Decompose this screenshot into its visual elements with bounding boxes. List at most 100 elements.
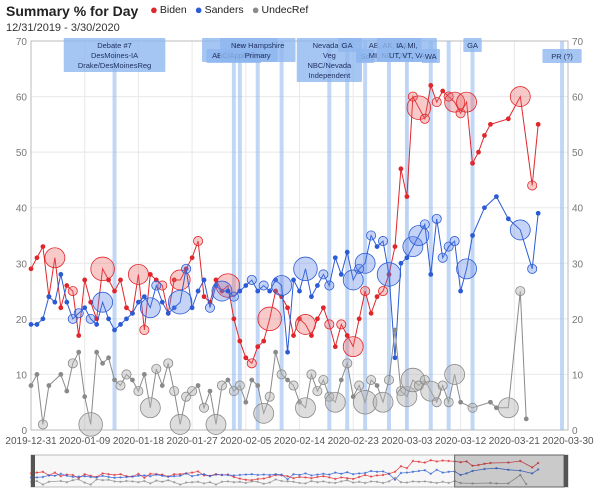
data-point	[291, 333, 296, 338]
data-point	[169, 414, 191, 435]
navigator-point	[238, 480, 242, 483]
navigator-point	[363, 471, 367, 475]
navigator-point	[226, 473, 230, 477]
data-point	[444, 364, 466, 385]
navigator-point	[375, 474, 379, 477]
navigator-point	[417, 460, 421, 463]
navigator-point	[178, 483, 182, 486]
navigator-point	[113, 476, 116, 479]
navigator-point	[447, 470, 450, 473]
legend-label-undec: UndecRef	[261, 4, 309, 16]
navigator-point	[298, 475, 301, 479]
navigator-point	[471, 464, 474, 467]
navigator-point	[95, 478, 98, 481]
data-point	[231, 316, 237, 322]
data-point	[374, 294, 380, 300]
data-point	[482, 133, 487, 138]
data-point	[395, 386, 406, 397]
data-point	[94, 349, 100, 355]
data-point	[318, 374, 329, 385]
data-point	[470, 160, 475, 166]
y-tick-label-right: 10	[572, 370, 584, 381]
navigator-point	[53, 471, 57, 474]
legend-item-undec[interactable]: ● UndecRef	[252, 3, 309, 16]
data-point	[437, 380, 448, 391]
event-band	[363, 41, 368, 430]
data-point	[312, 386, 323, 397]
event-band	[404, 41, 409, 430]
navigator-point	[65, 481, 69, 484]
x-tick-label: 2020-03-30	[542, 436, 594, 447]
navigator-point	[519, 473, 522, 477]
data-point	[64, 283, 70, 288]
event-band	[428, 41, 433, 430]
navigator-point	[363, 473, 367, 477]
legend-item-sanders[interactable]: ● Sanders	[195, 3, 244, 16]
navigator-point	[489, 481, 492, 485]
series-undecref	[28, 286, 529, 437]
navigator-point	[423, 469, 426, 472]
data-point	[392, 244, 398, 250]
navigator-point	[393, 476, 397, 479]
data-point	[428, 271, 434, 277]
event-label-text: WA	[425, 52, 437, 61]
data-point	[309, 294, 314, 300]
navigator-point	[328, 481, 331, 484]
navigator-point	[465, 460, 468, 463]
navigator-point	[250, 473, 253, 476]
legend-item-biden[interactable]: ● Biden	[150, 3, 187, 16]
data-point	[28, 322, 34, 327]
navigator-point	[334, 477, 337, 481]
navigator-point	[519, 469, 522, 472]
navigator-point	[83, 475, 86, 478]
legend-label-biden: Biden	[159, 4, 187, 16]
navigator-point	[286, 480, 289, 483]
legend-label-sanders: Sanders	[204, 4, 244, 16]
navigator-point	[226, 480, 230, 483]
navigator-point	[173, 475, 176, 478]
navigator-point	[375, 470, 379, 473]
data-point	[344, 249, 350, 255]
navigator-point	[119, 473, 122, 476]
data-point	[428, 83, 434, 88]
data-point	[376, 262, 402, 287]
navigator-point	[536, 468, 540, 471]
data-point	[165, 310, 171, 316]
navigator-point	[83, 473, 86, 476]
data-point	[306, 369, 317, 380]
navigator-point	[334, 481, 337, 485]
data-point	[314, 283, 320, 288]
data-point	[106, 316, 111, 322]
navigator-point	[357, 475, 361, 479]
data-point	[130, 377, 135, 383]
event-band	[327, 41, 332, 430]
navigator-point	[495, 482, 498, 485]
data-point	[402, 236, 424, 258]
navigator-point	[381, 473, 385, 477]
navigator-point	[220, 480, 224, 483]
data-point	[207, 388, 213, 394]
data-point	[324, 280, 335, 291]
data-point	[374, 383, 380, 388]
y-tick-label-right: 60	[572, 93, 584, 104]
navigator-point	[137, 472, 140, 475]
navigator-point	[280, 479, 283, 483]
navigator-point	[525, 483, 528, 486]
data-point	[58, 271, 64, 277]
data-point	[28, 383, 34, 388]
navigator-point	[531, 466, 534, 469]
data-point	[64, 388, 70, 394]
navigator-point	[220, 473, 224, 477]
navigator-point	[298, 473, 301, 477]
data-point	[443, 397, 454, 408]
event-band	[112, 41, 117, 430]
navigator-point	[310, 479, 313, 483]
data-point	[193, 236, 204, 247]
navigator-point	[346, 471, 349, 474]
data-point	[201, 294, 207, 300]
navigator-point	[399, 471, 403, 475]
navigator-point	[316, 475, 319, 479]
data-point	[431, 213, 442, 224]
navigator-point	[143, 474, 146, 477]
